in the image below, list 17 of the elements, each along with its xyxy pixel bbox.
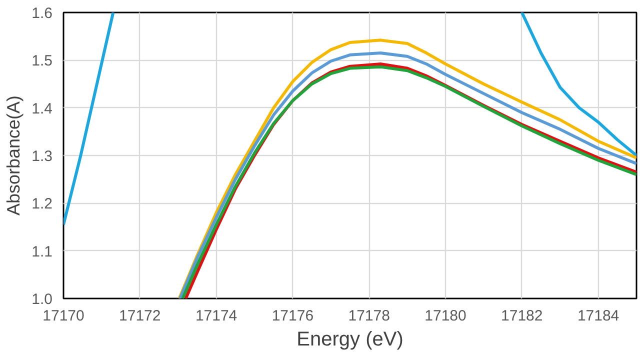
x-tick-label: 17182: [501, 308, 543, 324]
x-tick-label: 17170: [42, 308, 84, 324]
y-tick-label: 1.2: [32, 196, 53, 213]
y-tick-label: 1.0: [32, 291, 53, 308]
x-tick-label: 17184: [577, 308, 620, 324]
y-tick-label: 1.3: [32, 148, 53, 165]
y-tick-label: 1.6: [32, 5, 53, 22]
x-tick-label: 17180: [424, 308, 466, 324]
y-tick-label: 1.5: [32, 52, 53, 70]
x-axis-title: Energy (eV): [296, 328, 404, 350]
x-tick-label: 17178: [348, 308, 390, 324]
y-tick-label: 1.4: [32, 100, 53, 118]
y-tick-label: 1.1: [32, 243, 53, 260]
x-tick-label: 17176: [272, 308, 314, 324]
x-tick-label: 17174: [195, 308, 238, 324]
y-axis-title: Absorbance(A): [4, 95, 24, 216]
x-tick-label: 17172: [119, 308, 161, 324]
